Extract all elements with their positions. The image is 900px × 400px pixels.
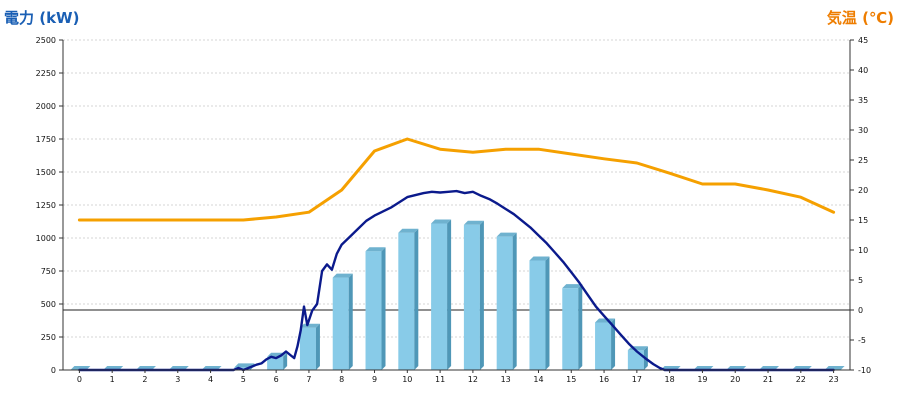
power-bar	[463, 220, 484, 370]
x-tick-label: 11	[435, 375, 445, 384]
right-tick-label: 20	[858, 186, 868, 195]
x-tick-label: 1	[110, 375, 115, 384]
power-bar	[299, 323, 320, 370]
x-tick-label: 12	[468, 375, 478, 384]
left-tick-label: 2250	[36, 69, 56, 78]
x-tick-label: 19	[697, 375, 707, 384]
left-tick-label: 1750	[36, 135, 56, 144]
x-tick-label: 22	[796, 375, 806, 384]
power-bar	[332, 273, 353, 370]
x-tick-label: 4	[208, 375, 213, 384]
x-tick-label: 3	[175, 375, 180, 384]
power-bar	[595, 318, 616, 370]
x-tick-label: 6	[274, 375, 279, 384]
right-tick-label: -10	[858, 366, 871, 375]
x-tick-label: 15	[566, 375, 576, 384]
right-tick-label: 10	[858, 246, 868, 255]
left-axis-title: 電力 (kW)	[4, 9, 79, 27]
axes	[59, 39, 854, 373]
power-bar	[267, 352, 288, 370]
x-tick-label: 16	[599, 375, 609, 384]
right-tick-label: 0	[858, 306, 863, 315]
series-lines	[77, 137, 836, 372]
power-line	[78, 189, 835, 372]
x-tick-label: 18	[665, 375, 675, 384]
left-tick-label: 1250	[36, 201, 56, 210]
x-tick-label: 8	[339, 375, 344, 384]
right-tick-label: 40	[858, 66, 868, 75]
x-tick-label: 21	[763, 375, 773, 384]
left-tick-label: 500	[41, 300, 56, 309]
x-tick-label: 23	[829, 375, 839, 384]
power-bar	[398, 228, 419, 370]
left-tick-label: 2500	[36, 36, 56, 45]
right-tick-label: 45	[858, 36, 868, 45]
left-tick-label: 1500	[36, 168, 56, 177]
x-tick-label: 17	[632, 375, 642, 384]
left-tick-label: 0	[51, 366, 56, 375]
power-bar	[431, 219, 452, 370]
power-bar	[496, 232, 517, 370]
right-tick-label: 25	[858, 156, 868, 165]
power-bars	[70, 219, 845, 370]
left-tick-label: 1000	[36, 234, 56, 243]
right-tick-label: 35	[858, 96, 868, 105]
right-tick-label: 5	[858, 276, 863, 285]
power-bar	[529, 256, 550, 370]
right-tick-label: 30	[858, 126, 868, 135]
x-tick-label: 2	[142, 375, 147, 384]
gridlines	[63, 39, 850, 338]
right-axis-title: 気温 (℃)	[827, 9, 894, 27]
x-tick-label: 9	[372, 375, 377, 384]
x-tick-label: 13	[501, 375, 511, 384]
power-bar	[562, 284, 583, 370]
left-tick-label: 250	[41, 333, 56, 342]
x-tick-label: 20	[730, 375, 740, 384]
temperature-line	[77, 137, 836, 222]
x-tick-label: 14	[533, 375, 543, 384]
x-tick-label: 0	[77, 375, 82, 384]
right-tick-label: -5	[858, 336, 866, 345]
x-tick-label: 7	[306, 375, 311, 384]
x-tick-label: 10	[402, 375, 412, 384]
right-tick-label: 15	[858, 216, 868, 225]
left-tick-label: 750	[41, 267, 56, 276]
x-tick-label: 5	[241, 375, 246, 384]
power-bar	[365, 247, 386, 370]
left-tick-label: 2000	[36, 102, 56, 111]
tick-labels: 02505007501000125015001750200022502500-1…	[36, 36, 871, 384]
